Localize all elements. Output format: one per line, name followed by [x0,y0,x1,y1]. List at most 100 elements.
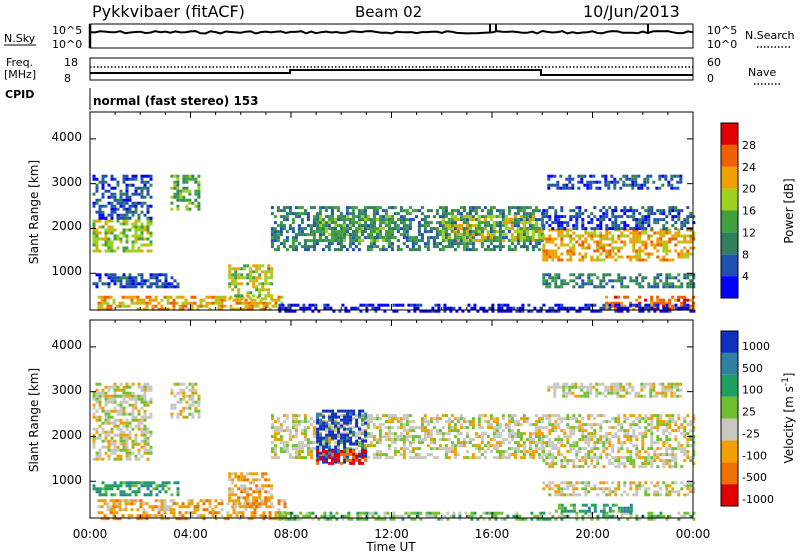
heatmap-cell [399,227,403,231]
heatmap-cell [560,237,564,241]
heatmap-cell [128,403,132,407]
heatmap-cell [92,177,96,181]
heatmap-cell [423,429,427,433]
heatmap-cell [429,230,433,234]
heatmap-cell [500,306,504,310]
heatmap-cell [354,447,358,451]
heatmap-cell [98,207,102,211]
heatmap-cell [635,252,639,256]
heatmap-cell [393,236,397,240]
heatmap-cell [128,493,132,497]
heatmap-cell [316,433,320,437]
heatmap-cell [243,475,247,479]
heatmap-cell [143,424,147,428]
heatmap-cell [501,456,505,460]
heatmap-cell [572,209,576,213]
heatmap-cell [238,517,242,521]
heatmap-cell [288,245,292,249]
heatmap-cell [125,448,129,452]
heatmap-cell [486,444,490,448]
heatmap-cell [422,309,426,313]
heatmap-cell [101,388,105,392]
heatmap-cell [566,459,570,463]
heatmap-cell [300,221,304,225]
heatmap-cell [348,242,352,246]
heatmap-cell [513,236,517,239]
heatmap-cell [306,441,310,445]
heatmap-cell [178,517,182,521]
heatmap-cell [306,233,310,237]
heatmap-cell [291,456,295,460]
heatmap-cell [140,225,144,229]
heatmap-cell [152,487,156,491]
heatmap-cell [638,309,642,313]
heatmap-cell [396,426,400,430]
heatmap-cell [680,306,684,310]
heatmap-cell [357,248,361,252]
cpid-label: CPID [5,88,34,101]
heatmap-cell [566,282,570,286]
heatmap-cell [396,230,400,234]
heatmap-cell [653,246,657,250]
heatmap-cell [522,218,526,221]
heatmap-cell [447,245,451,249]
heatmap-cell [634,174,638,178]
heatmap-cell [620,276,624,280]
heatmap-cell [128,195,132,199]
heatmap-cell [560,429,564,433]
heatmap-cell [480,414,484,418]
heatmap-cell [119,279,123,283]
heatmap-cell [548,255,552,259]
heatmap-cell [340,452,344,456]
heatmap-cell [638,246,642,250]
heatmap-cell [575,234,579,238]
heatmap-cell [316,227,320,230]
heatmap-cell [586,180,590,184]
heatmap-cell [569,447,573,451]
heatmap-cell [98,210,102,214]
heatmap-cell [125,183,129,187]
heatmap-cell [498,426,502,430]
heatmap-cell [276,420,280,424]
heatmap-cell [680,224,684,228]
heatmap-cell [122,276,126,280]
heatmap-cell [632,303,636,307]
heatmap-cell [160,304,164,308]
heatmap-cell [122,285,126,289]
heatmap-cell [468,209,472,213]
heatmap-cell [593,441,597,445]
heatmap-cell [602,243,606,247]
heatmap-cell [106,502,110,506]
heatmap-cell [554,273,558,277]
heatmap-cell [339,239,343,243]
heatmap-cell [197,207,201,211]
heatmap-cell [157,514,161,518]
heatmap-cell [122,234,126,238]
heatmap-cell [402,456,406,460]
heatmap-cell [173,394,177,398]
heatmap-cell [128,430,132,434]
heatmap-cell [142,514,146,518]
heatmap-cell [417,453,421,457]
heatmap-cell [128,421,132,425]
heatmap-cell [605,237,609,241]
heatmap-cell [164,279,168,283]
heatmap-cell [473,303,477,307]
heatmap-cell [261,264,265,268]
heatmap-cell [605,438,609,442]
heatmap-cell [361,215,365,218]
heatmap-cell [611,246,615,250]
heatmap-cell [187,511,191,515]
heatmap-cell [405,245,409,249]
heatmap-cell [325,460,329,464]
heatmap-cell [402,227,406,231]
heatmap-cell [534,224,538,227]
heatmap-cell [125,219,129,223]
heatmap-cell [170,174,174,178]
heatmap-cell [270,493,274,497]
heatmap-cell [125,189,129,193]
heatmap-cell [661,183,665,187]
heatmap-cell [435,417,439,421]
heatmap-cell [101,430,105,434]
heatmap-cell [106,295,110,299]
